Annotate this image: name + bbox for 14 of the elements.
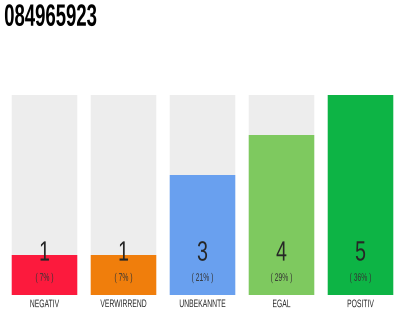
- data-label: 3: [198, 241, 208, 261]
- chart-title: 084965923: [4, 4, 96, 26]
- x-tick-label: UNBEKANNTE: [180, 300, 226, 308]
- annotation: ( 7% ): [36, 272, 54, 284]
- annotation: ( 36% ): [350, 272, 372, 284]
- data-label: 4: [276, 241, 286, 261]
- annotation: ( 7% ): [114, 272, 132, 284]
- x-tick-label: VERWIRREND: [100, 300, 146, 308]
- annotation: ( 21% ): [192, 272, 214, 284]
- x-tick-label: EGAL: [273, 300, 290, 308]
- x-tick-label: NEGATIV: [30, 300, 60, 308]
- annotation: ( 29% ): [270, 272, 292, 284]
- x-tick-label: POSITIV: [348, 300, 374, 308]
- data-label: 5: [356, 241, 366, 261]
